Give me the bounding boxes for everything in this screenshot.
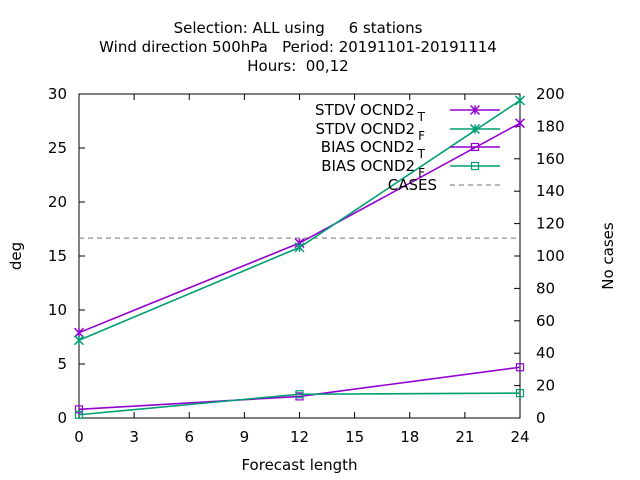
x-tick-label: 18 xyxy=(400,428,419,446)
y2-tick-label: 200 xyxy=(536,85,565,103)
data-point xyxy=(514,118,526,129)
title-line: Hours: 00,12 xyxy=(247,57,348,75)
y-tick-label: 10 xyxy=(48,301,67,319)
legend-marker xyxy=(469,123,481,135)
data-point xyxy=(74,410,84,419)
y-tick-label: 0 xyxy=(57,409,67,427)
legend-marker xyxy=(469,104,481,116)
y-tick-label: 15 xyxy=(48,247,67,265)
series-line xyxy=(78,99,521,341)
series-line xyxy=(78,122,521,334)
x-tick-label: 3 xyxy=(129,428,139,446)
series-1 xyxy=(73,118,526,338)
y2-axis-label: No cases xyxy=(599,222,617,290)
y2-tick-label: 60 xyxy=(536,312,555,330)
data-point xyxy=(73,335,85,346)
data-point xyxy=(294,242,305,253)
y2-tick-label: 0 xyxy=(536,409,546,427)
y-tick-label: 25 xyxy=(48,139,67,157)
series-line xyxy=(78,392,521,416)
y2-tick-label: 40 xyxy=(536,344,555,362)
y2-tick-label: 100 xyxy=(536,247,565,265)
y2-tick-label: 180 xyxy=(536,117,565,135)
title-line: Wind direction 500hPa Period: 20191101-2… xyxy=(99,38,497,56)
x-tick-label: 15 xyxy=(345,428,364,446)
x-axis-label: Forecast length xyxy=(241,456,357,474)
data-point xyxy=(515,389,525,398)
y2-tick-label: 20 xyxy=(536,377,555,395)
x-tick-label: 9 xyxy=(240,428,250,446)
plot-series xyxy=(73,95,526,419)
x-tick-label: 12 xyxy=(290,428,309,446)
legend-marker xyxy=(470,142,480,152)
axes: 0 3 6 9 12 15 18 21 24 0 5 10 15 20 25 30 0 20 40 60 80 100 12… xyxy=(7,85,617,474)
legend-label: STDV OCND2 F xyxy=(315,120,425,143)
data-point xyxy=(74,405,84,414)
series-3 xyxy=(74,363,525,414)
title-line: Selection: ALL using 6 stations xyxy=(174,19,423,37)
legend-label: BIAS OCND2 T xyxy=(321,138,426,161)
y2-tick-label: 80 xyxy=(536,279,555,297)
x-tick-label: 24 xyxy=(510,428,529,446)
y-axis-label: deg xyxy=(7,242,25,270)
series-2 xyxy=(73,95,526,346)
x-tick-label: 0 xyxy=(74,428,84,446)
legend-label: STDV OCND2 T xyxy=(315,101,426,124)
legend-marker xyxy=(470,161,480,171)
legend-label: CASES xyxy=(388,176,437,194)
data-point xyxy=(515,363,525,372)
series-line xyxy=(78,366,521,411)
y2-tick-label: 140 xyxy=(536,182,565,200)
data-point xyxy=(295,390,304,399)
series-4 xyxy=(74,389,525,419)
y-tick-label: 5 xyxy=(57,355,67,373)
x-tick-label: 21 xyxy=(455,428,474,446)
y2-tick-label: 160 xyxy=(536,150,565,168)
x-tick-label: 6 xyxy=(184,428,194,446)
legend-label: BIAS OCND2 F xyxy=(321,157,425,180)
data-point xyxy=(514,95,526,106)
y-tick-label: 20 xyxy=(48,193,67,211)
plot-frame xyxy=(78,93,521,419)
y-tick-label: 30 xyxy=(48,85,67,103)
y2-tick-label: 120 xyxy=(536,215,565,233)
data-point xyxy=(73,327,85,338)
